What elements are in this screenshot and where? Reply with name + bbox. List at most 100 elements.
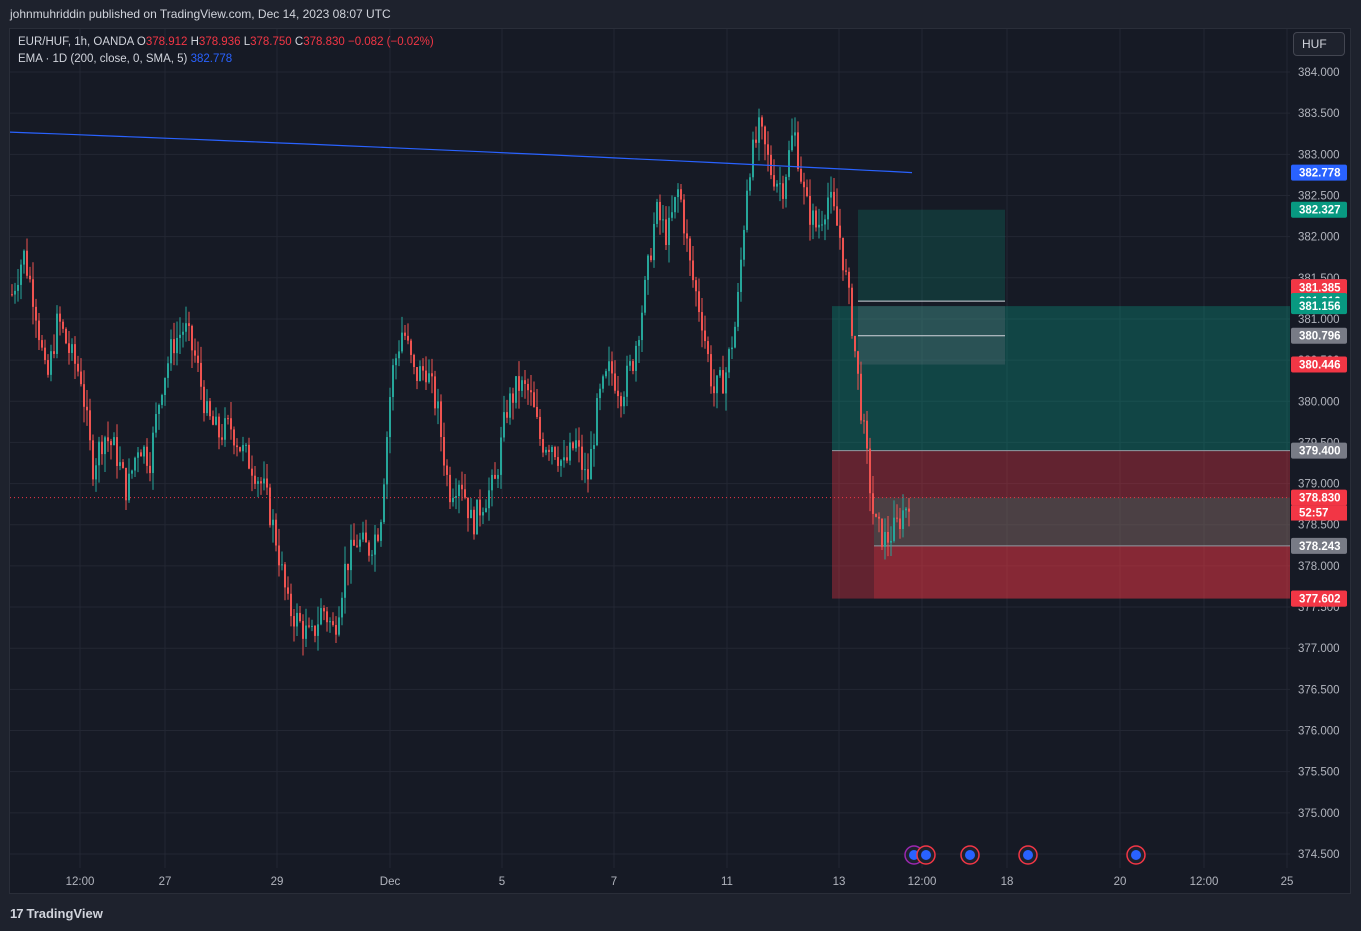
candle-body	[815, 210, 817, 228]
candle-body	[593, 445, 595, 450]
price-label-text: 380.796	[1299, 331, 1341, 343]
candle-body	[32, 279, 34, 307]
legend-c-label: C	[294, 36, 304, 48]
price-label-tag	[1291, 164, 1347, 181]
x-tick-label: Dec	[380, 876, 401, 888]
stop-zone[interactable]	[832, 450, 1290, 599]
candle-body	[782, 183, 784, 199]
candle-body	[866, 420, 868, 449]
candle-body	[377, 534, 379, 541]
candle-body	[563, 457, 565, 461]
candle-body	[11, 294, 13, 296]
y-tick-label: 380.000	[1298, 396, 1340, 408]
tradingview-logo[interactable]: 17 TradingView	[10, 906, 103, 921]
legend-indicator[interactable]: EMA · 1D (200, close, 0, SMA, 5)	[18, 53, 188, 65]
candle-body	[212, 416, 214, 425]
x-tick-label: 13	[833, 876, 846, 888]
candle-body	[305, 625, 307, 639]
candle-body	[800, 168, 802, 182]
candle-body	[230, 418, 232, 430]
candle-body	[341, 597, 343, 618]
candle-body	[209, 401, 211, 417]
candle-body	[656, 201, 658, 224]
candle-body	[179, 334, 181, 338]
candle-body	[434, 376, 436, 409]
legend-high: 378.936	[198, 36, 241, 48]
candle-body	[317, 624, 319, 636]
candle-body	[74, 344, 76, 364]
candle-body	[845, 270, 847, 272]
candle-body	[410, 340, 412, 355]
y-tick-label: 374.500	[1298, 849, 1340, 861]
candle-body	[353, 539, 355, 546]
candle-body	[692, 260, 694, 281]
candle-body	[737, 291, 739, 327]
candle-body	[263, 478, 265, 484]
y-tick-label: 381.000	[1298, 314, 1340, 326]
candle-body	[23, 250, 25, 265]
ema-line[interactable]	[9, 131, 913, 174]
candle-body	[842, 237, 844, 271]
candle-body	[170, 339, 172, 364]
candle-body	[347, 563, 349, 571]
candle-body	[122, 462, 124, 468]
candle-body	[614, 373, 616, 391]
candle-body	[275, 519, 277, 546]
candle-body	[59, 313, 61, 322]
candle-body	[707, 341, 709, 355]
candle-body	[200, 362, 202, 387]
candle-body	[470, 509, 472, 519]
candle-body	[194, 350, 196, 356]
candle-body	[641, 312, 643, 341]
candle-body	[248, 444, 250, 469]
price-chart[interactable]: 384.000383.500383.000382.500382.000381.5…	[0, 0, 1361, 896]
candle-body	[173, 339, 175, 354]
candle-body	[221, 437, 223, 440]
currency-button[interactable]: HUF	[1293, 32, 1345, 56]
candle-body	[386, 437, 388, 485]
candle-body	[575, 440, 577, 449]
y-tick-label: 378.500	[1298, 520, 1340, 532]
x-tick-label: 11	[721, 876, 733, 888]
candle-body	[611, 361, 613, 374]
candle-body	[797, 132, 799, 169]
candle-body	[326, 611, 328, 623]
candle-body	[854, 335, 856, 352]
candle-body	[671, 212, 673, 218]
eu-flag-icon	[921, 850, 931, 860]
candle-body	[266, 478, 268, 488]
price-label-text: 382.778	[1299, 168, 1341, 180]
candle-body	[536, 406, 538, 417]
candle-body	[389, 397, 391, 438]
candle-body	[524, 380, 526, 384]
candle-body	[719, 370, 721, 376]
x-tick-label: 12:00	[66, 876, 95, 888]
candle-body	[905, 508, 907, 511]
candle-body	[710, 354, 712, 387]
candle-body	[494, 474, 496, 479]
candle-body	[773, 175, 775, 187]
candle-body	[290, 593, 292, 617]
candle-body	[38, 320, 40, 341]
candle-body	[491, 474, 493, 491]
candle-body	[731, 347, 733, 350]
candle-body	[767, 144, 769, 155]
candle-body	[485, 508, 487, 513]
candle-body	[674, 197, 676, 213]
target-box-upper[interactable]	[858, 209, 1005, 302]
legend-symbol[interactable]: EUR/HUF, 1h, OANDA	[18, 36, 134, 48]
price-label-tag	[1291, 279, 1347, 296]
price-label-text: 381.156	[1299, 301, 1341, 313]
candle-body	[584, 469, 586, 471]
candle-body	[713, 386, 715, 394]
candle-body	[605, 371, 607, 377]
stop-zone-inner[interactable]	[874, 545, 1290, 599]
candle-body	[107, 437, 109, 442]
candle-body	[35, 306, 37, 321]
candle-body	[191, 325, 193, 351]
legend-o-label: O	[136, 36, 146, 48]
candle-body	[647, 255, 649, 280]
candle-body	[323, 608, 325, 612]
target-zone[interactable]	[832, 306, 1290, 451]
candle-body	[764, 126, 766, 145]
